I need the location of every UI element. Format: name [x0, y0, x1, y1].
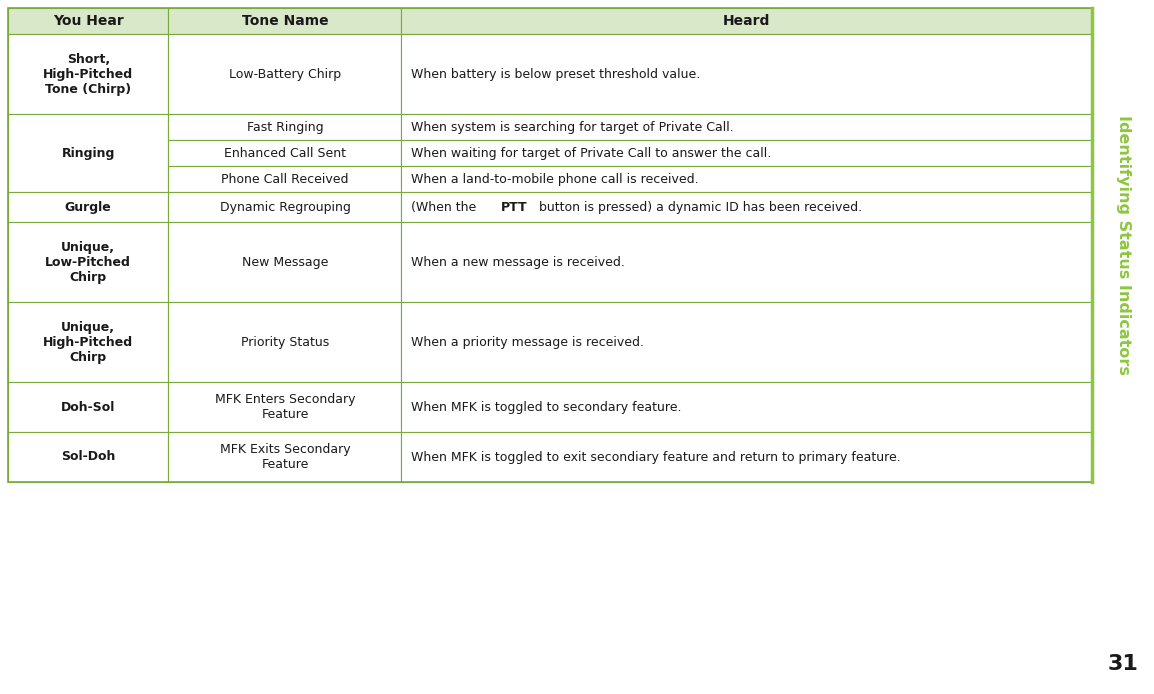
Text: Dynamic Regrouping: Dynamic Regrouping [219, 201, 351, 214]
Bar [402, 114, 1092, 140]
Text: 31: 31 [1108, 654, 1139, 674]
Text: button is pressed) a dynamic ID has been received.: button is pressed) a dynamic ID has been… [535, 201, 862, 214]
Text: You Hear: You Hear [53, 14, 123, 28]
Text: Ringing: Ringing [61, 146, 115, 160]
Text: Gurgle: Gurgle [65, 201, 112, 214]
Bar [8, 302, 168, 382]
Text: (When the: (When the [412, 201, 481, 214]
Text: Unique,
Low-Pitched
Chirp: Unique, Low-Pitched Chirp [45, 241, 132, 284]
Text: When MFK is toggled to secondary feature.: When MFK is toggled to secondary feature… [412, 400, 682, 414]
Text: Identifying Status Indicators: Identifying Status Indicators [1116, 115, 1131, 375]
Bar [8, 8, 1092, 482]
Text: When MFK is toggled to exit secondiary feature and return to primary feature.: When MFK is toggled to exit secondiary f… [412, 450, 901, 464]
Bar [168, 302, 402, 382]
Bar [402, 140, 1092, 166]
Text: Short,
High-Pitched
Tone (Chirp): Short, High-Pitched Tone (Chirp) [43, 53, 133, 96]
Bar [168, 8, 402, 34]
Text: When waiting for target of Private Call to answer the call.: When waiting for target of Private Call … [412, 146, 772, 160]
Text: When system is searching for target of Private Call.: When system is searching for target of P… [412, 121, 734, 133]
Text: When a land-to-mobile phone call is received.: When a land-to-mobile phone call is rece… [412, 173, 699, 185]
Text: Tone Name: Tone Name [241, 14, 328, 28]
Bar [168, 166, 402, 192]
Text: When a new message is received.: When a new message is received. [412, 255, 625, 269]
Bar [402, 382, 1092, 432]
Bar [402, 166, 1092, 192]
Bar [8, 34, 168, 114]
Bar [8, 192, 168, 222]
Text: Enhanced Call Sent: Enhanced Call Sent [224, 146, 346, 160]
Bar [168, 140, 402, 166]
Bar [168, 222, 402, 302]
Bar [168, 382, 402, 432]
Text: Unique,
High-Pitched
Chirp: Unique, High-Pitched Chirp [43, 321, 133, 364]
Bar [402, 34, 1092, 114]
Text: MFK Exits Secondary
Feature: MFK Exits Secondary Feature [219, 443, 351, 471]
Text: MFK Enters Secondary
Feature: MFK Enters Secondary Feature [215, 393, 355, 421]
Bar [402, 192, 1092, 222]
Bar [402, 8, 1092, 34]
Bar [8, 432, 168, 482]
Bar [8, 114, 168, 192]
Bar [168, 114, 402, 140]
Text: Phone Call Received: Phone Call Received [222, 173, 349, 185]
Text: When battery is below preset threshold value.: When battery is below preset threshold v… [412, 67, 700, 81]
Bar [402, 222, 1092, 302]
Bar [8, 8, 168, 34]
Text: New Message: New Message [242, 255, 328, 269]
Bar [168, 34, 402, 114]
Bar [8, 382, 168, 432]
Bar [402, 432, 1092, 482]
Bar [168, 432, 402, 482]
Bar [168, 192, 402, 222]
Bar [8, 222, 168, 302]
Text: Doh-Sol: Doh-Sol [61, 400, 115, 414]
Bar [402, 302, 1092, 382]
Text: Priority Status: Priority Status [241, 335, 329, 348]
Text: Heard: Heard [724, 14, 771, 28]
Text: PTT: PTT [501, 201, 527, 214]
Text: Fast Ringing: Fast Ringing [247, 121, 323, 133]
Text: Sol-Doh: Sol-Doh [61, 450, 115, 464]
Text: Low-Battery Chirp: Low-Battery Chirp [228, 67, 342, 81]
Text: When a priority message is received.: When a priority message is received. [412, 335, 644, 348]
